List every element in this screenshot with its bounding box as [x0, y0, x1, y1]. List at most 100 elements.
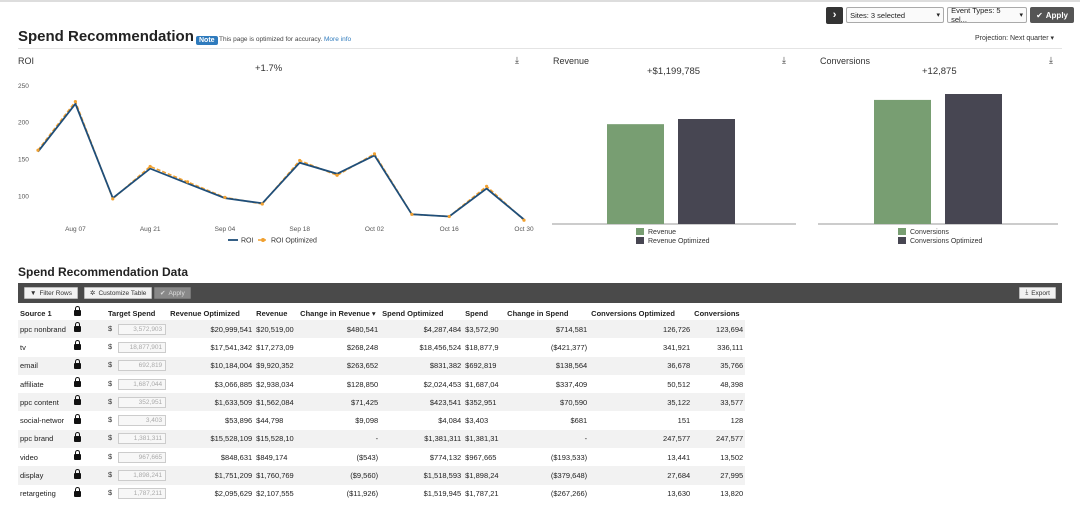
table-row: social-networ $3,403 $53,896 $44,798 $9,098 $… [18, 411, 745, 429]
col-spend[interactable]: Spend [465, 308, 489, 318]
roi-y-tick-label: 150 [18, 157, 29, 164]
target-spend-input[interactable]: 3,572,903 [118, 323, 167, 335]
conversions-optimized-cell: 13,441 [667, 452, 691, 462]
target-spend-cell: $692,819 [106, 356, 169, 375]
spend-optimized-cell: $774,132 [429, 452, 462, 462]
download-icon[interactable]: ⤓ [1049, 55, 1053, 65]
conversions-bar-actual [874, 99, 931, 224]
target-spend-input[interactable]: 1,381,311 [118, 433, 167, 445]
revenue-optimized-cell: $1,751,209 [168, 466, 255, 485]
roi-x-tick-label: Aug 21 [140, 226, 161, 233]
col-target-spend[interactable]: Target Spend [108, 308, 156, 318]
lock-cell[interactable] [72, 448, 106, 466]
download-icon[interactable]: ⤓ [782, 55, 786, 65]
col-change-in-revenue-label: Change in Revenue [300, 308, 370, 318]
download-icon: ⤓ [1025, 289, 1029, 296]
roi-optimized-point [410, 212, 414, 216]
spend-optimized-cell: $1,381,311 [380, 429, 464, 449]
filter-rows-button[interactable]: ▼ Filter Rows [24, 287, 78, 299]
lock-icon[interactable] [74, 413, 81, 424]
col-revenue-optimized[interactable]: Revenue Optimized [170, 308, 240, 318]
lock-cell[interactable] [72, 411, 106, 429]
col-spend-optimized[interactable]: Spend Optimized [382, 308, 444, 318]
conversions-cell: 13,820 [720, 489, 744, 499]
more-info-link[interactable]: More info [324, 36, 352, 43]
spend-optimized-cell: $423,541 [380, 393, 464, 412]
col-change-in-revenue[interactable]: Change in Revenue ▾ [298, 306, 380, 320]
lock-icon[interactable] [74, 322, 81, 333]
event-types-select[interactable]: Event Types: 5 sel... ▾ [947, 6, 1028, 24]
col-revenue[interactable]: Revenue [256, 308, 288, 318]
lock-cell[interactable] [72, 356, 106, 375]
sites-select[interactable]: Sites: 3 selected ▾ [846, 7, 945, 23]
conversions-optimized-cell: 13,630 [667, 489, 691, 499]
legend-conversions-optimized-label: Conversions Optimized [910, 238, 982, 245]
projection-dropdown[interactable]: Projection: Next quarter ▾ [975, 34, 1054, 42]
target-spend-input[interactable]: 692,819 [118, 360, 167, 372]
lock-cell[interactable] [72, 375, 106, 393]
revenue-cell: $44,798 [256, 416, 284, 426]
filter-rows-label: Filter Rows [39, 289, 72, 297]
legend-revenue-optimized-label: Revenue Optimized [648, 238, 710, 245]
lock-cell[interactable] [72, 393, 106, 412]
spend-cell: $18,877,9 [465, 342, 499, 352]
target-spend-cell: $967,665 [106, 448, 168, 466]
lock-icon[interactable] [74, 450, 81, 461]
chevron-down-icon: ▾ [936, 12, 941, 19]
currency-symbol: $ [108, 360, 113, 370]
lock-cell[interactable] [72, 338, 106, 356]
roi-optimized-series-line [37, 99, 525, 221]
spend-cell: $1,787,21 [465, 489, 499, 499]
lock-icon[interactable] [74, 340, 81, 351]
target-spend-input[interactable]: 1,898,241 [118, 470, 167, 482]
change-in-revenue-cell: $71,425 [298, 393, 381, 412]
lock-icon[interactable] [74, 377, 81, 388]
lock-icon[interactable] [74, 486, 81, 497]
revenue-cell: $9,920,352 [254, 356, 299, 375]
lock-icon[interactable] [74, 395, 81, 406]
conversions-cell: 33,577 [692, 393, 746, 412]
spend-cell: $1,898,24 [463, 466, 506, 485]
change-in-revenue-cell: ($11,926) [346, 489, 379, 499]
revenue-optimized-cell: $848,631 [220, 452, 253, 462]
lock-cell[interactable] [72, 320, 106, 339]
roi-optimized-point [485, 184, 489, 188]
col-change-in-spend[interactable]: Change in Spend [507, 308, 569, 318]
target-spend-input[interactable]: 3,403 [118, 415, 167, 427]
target-spend-input[interactable]: 967,665 [118, 451, 167, 463]
customize-table-button[interactable]: ✲ Customize Table [84, 287, 153, 299]
roi-x-tick-label: Sep 18 [289, 226, 310, 233]
target-spend-cell: $1,381,311 [106, 429, 169, 449]
change-in-spend-cell: $337,409 [555, 379, 588, 389]
col-conversions[interactable]: Conversions [694, 308, 740, 318]
target-spend-input[interactable]: 18,877,901 [118, 341, 167, 353]
currency-symbol: $ [108, 323, 113, 333]
roi-optimized-point [36, 148, 40, 152]
lock-icon[interactable] [74, 431, 81, 442]
lock-icon[interactable] [74, 358, 81, 369]
roi-chart-label: ROI [18, 56, 35, 66]
table-apply-button[interactable]: ✔ Apply [154, 287, 191, 299]
note-message: This page is optimized for accuracy. [219, 36, 323, 43]
check-icon: ✔ [160, 290, 166, 297]
roi-optimized-point [111, 197, 115, 201]
expand-chevron-icon[interactable]: › [826, 6, 844, 24]
target-spend-input[interactable]: 1,687,044 [118, 378, 167, 390]
lock-icon[interactable] [74, 468, 81, 479]
apply-button[interactable]: ✔ Apply [1030, 7, 1074, 23]
spend-optimized-cell: $4,287,484 [380, 320, 464, 339]
col-source[interactable]: Source 1 [20, 308, 52, 318]
download-icon[interactable]: ⤓ [515, 55, 519, 65]
target-spend-input[interactable]: 1,787,211 [118, 488, 167, 500]
lock-cell[interactable] [72, 466, 106, 485]
revenue-cell: $20,519,00 [254, 320, 299, 339]
change-in-revenue-cell: $480,541 [298, 320, 381, 339]
lock-cell[interactable] [72, 429, 106, 449]
export-button[interactable]: ⤓ Export [1019, 287, 1056, 299]
projection-label: Projection: Next quarter [974, 35, 1049, 42]
roi-optimized-point [447, 214, 451, 219]
col-conversions-optimized[interactable]: Conversions Optimized [591, 308, 675, 318]
lock-cell[interactable] [72, 485, 106, 503]
revenue-cell: $1,562,084 [254, 393, 299, 412]
target-spend-input[interactable]: 352,951 [118, 396, 167, 408]
